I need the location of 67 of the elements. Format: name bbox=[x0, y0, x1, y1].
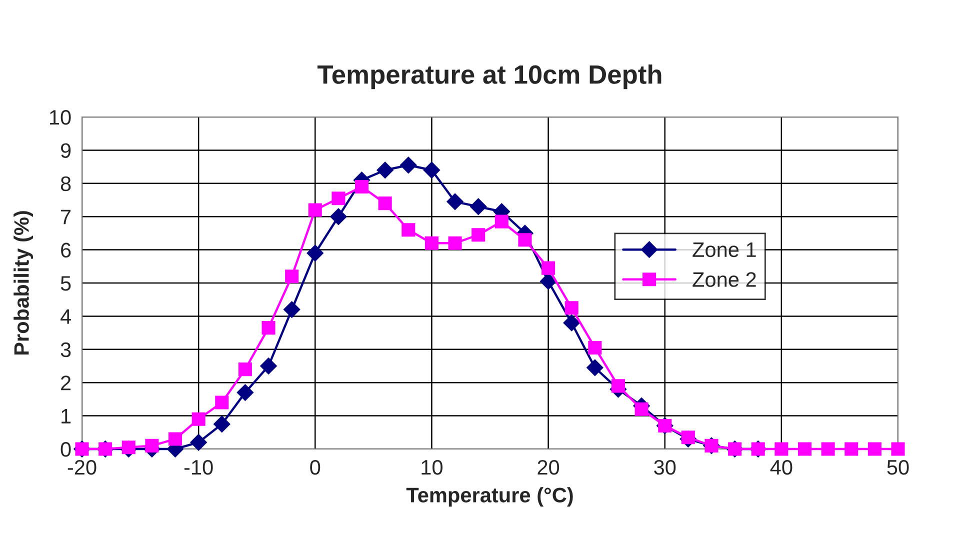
point bbox=[586, 359, 604, 376]
point bbox=[494, 214, 508, 228]
point bbox=[238, 362, 252, 376]
point bbox=[236, 384, 254, 401]
y-tick-label: 9 bbox=[60, 143, 71, 158]
point bbox=[308, 203, 322, 217]
point bbox=[400, 156, 417, 174]
point bbox=[774, 442, 788, 456]
point bbox=[262, 321, 276, 335]
y-tick-label: 8 bbox=[60, 176, 71, 192]
point bbox=[424, 236, 438, 250]
point bbox=[518, 233, 532, 247]
x-tick-label: 20 bbox=[538, 460, 560, 475]
x-tick-label: 0 bbox=[310, 460, 320, 475]
y-tick-label: 3 bbox=[60, 342, 71, 358]
point bbox=[190, 434, 207, 451]
point bbox=[446, 193, 464, 210]
point bbox=[540, 272, 557, 290]
y-tick-label: 7 bbox=[61, 210, 71, 224]
point bbox=[821, 442, 835, 456]
legend-label: Zone 1 bbox=[692, 242, 756, 258]
point bbox=[634, 402, 648, 416]
point bbox=[423, 162, 440, 178]
point bbox=[215, 396, 229, 410]
point bbox=[145, 438, 159, 452]
point bbox=[611, 379, 625, 393]
x-axis-title: Temperature (°C) bbox=[406, 487, 573, 507]
y-tick-label: 0 bbox=[60, 442, 71, 457]
point bbox=[402, 223, 416, 237]
point bbox=[798, 442, 812, 456]
y-tick-label: 10 bbox=[50, 110, 71, 125]
point bbox=[283, 301, 300, 318]
point bbox=[844, 442, 858, 456]
point bbox=[332, 192, 346, 206]
y-tick-label: 1 bbox=[62, 409, 71, 424]
legend-label: Zone 2 bbox=[692, 272, 756, 287]
point bbox=[306, 244, 324, 262]
point bbox=[355, 180, 369, 194]
x-tick-label: 50 bbox=[887, 460, 909, 475]
x-tick-label: -20 bbox=[68, 460, 96, 475]
point bbox=[563, 314, 580, 332]
x-tick-label: -10 bbox=[184, 460, 213, 475]
point bbox=[891, 442, 905, 456]
y-tick-label: 5 bbox=[60, 276, 71, 291]
point bbox=[192, 412, 206, 426]
y-tick-label: 6 bbox=[61, 242, 71, 258]
chart-title: Temperature at 10cm Depth bbox=[317, 64, 662, 90]
point bbox=[330, 208, 347, 225]
point bbox=[378, 196, 392, 210]
x-tick-label: 10 bbox=[422, 460, 442, 475]
point bbox=[588, 340, 602, 355]
x-tick-label: 30 bbox=[654, 460, 676, 475]
point bbox=[472, 228, 486, 242]
point bbox=[542, 261, 556, 275]
x-tick-label: 40 bbox=[770, 460, 792, 475]
point bbox=[470, 198, 487, 216]
y-axis-title: Probability (%) bbox=[14, 211, 34, 355]
y-tick-label: 4 bbox=[60, 309, 71, 324]
point bbox=[448, 236, 462, 250]
point bbox=[868, 442, 882, 456]
point bbox=[260, 358, 277, 374]
point bbox=[564, 301, 578, 315]
point bbox=[214, 416, 230, 432]
y-tick-label: 2 bbox=[61, 376, 71, 390]
point bbox=[376, 162, 394, 178]
point bbox=[168, 432, 182, 446]
point bbox=[285, 270, 299, 284]
